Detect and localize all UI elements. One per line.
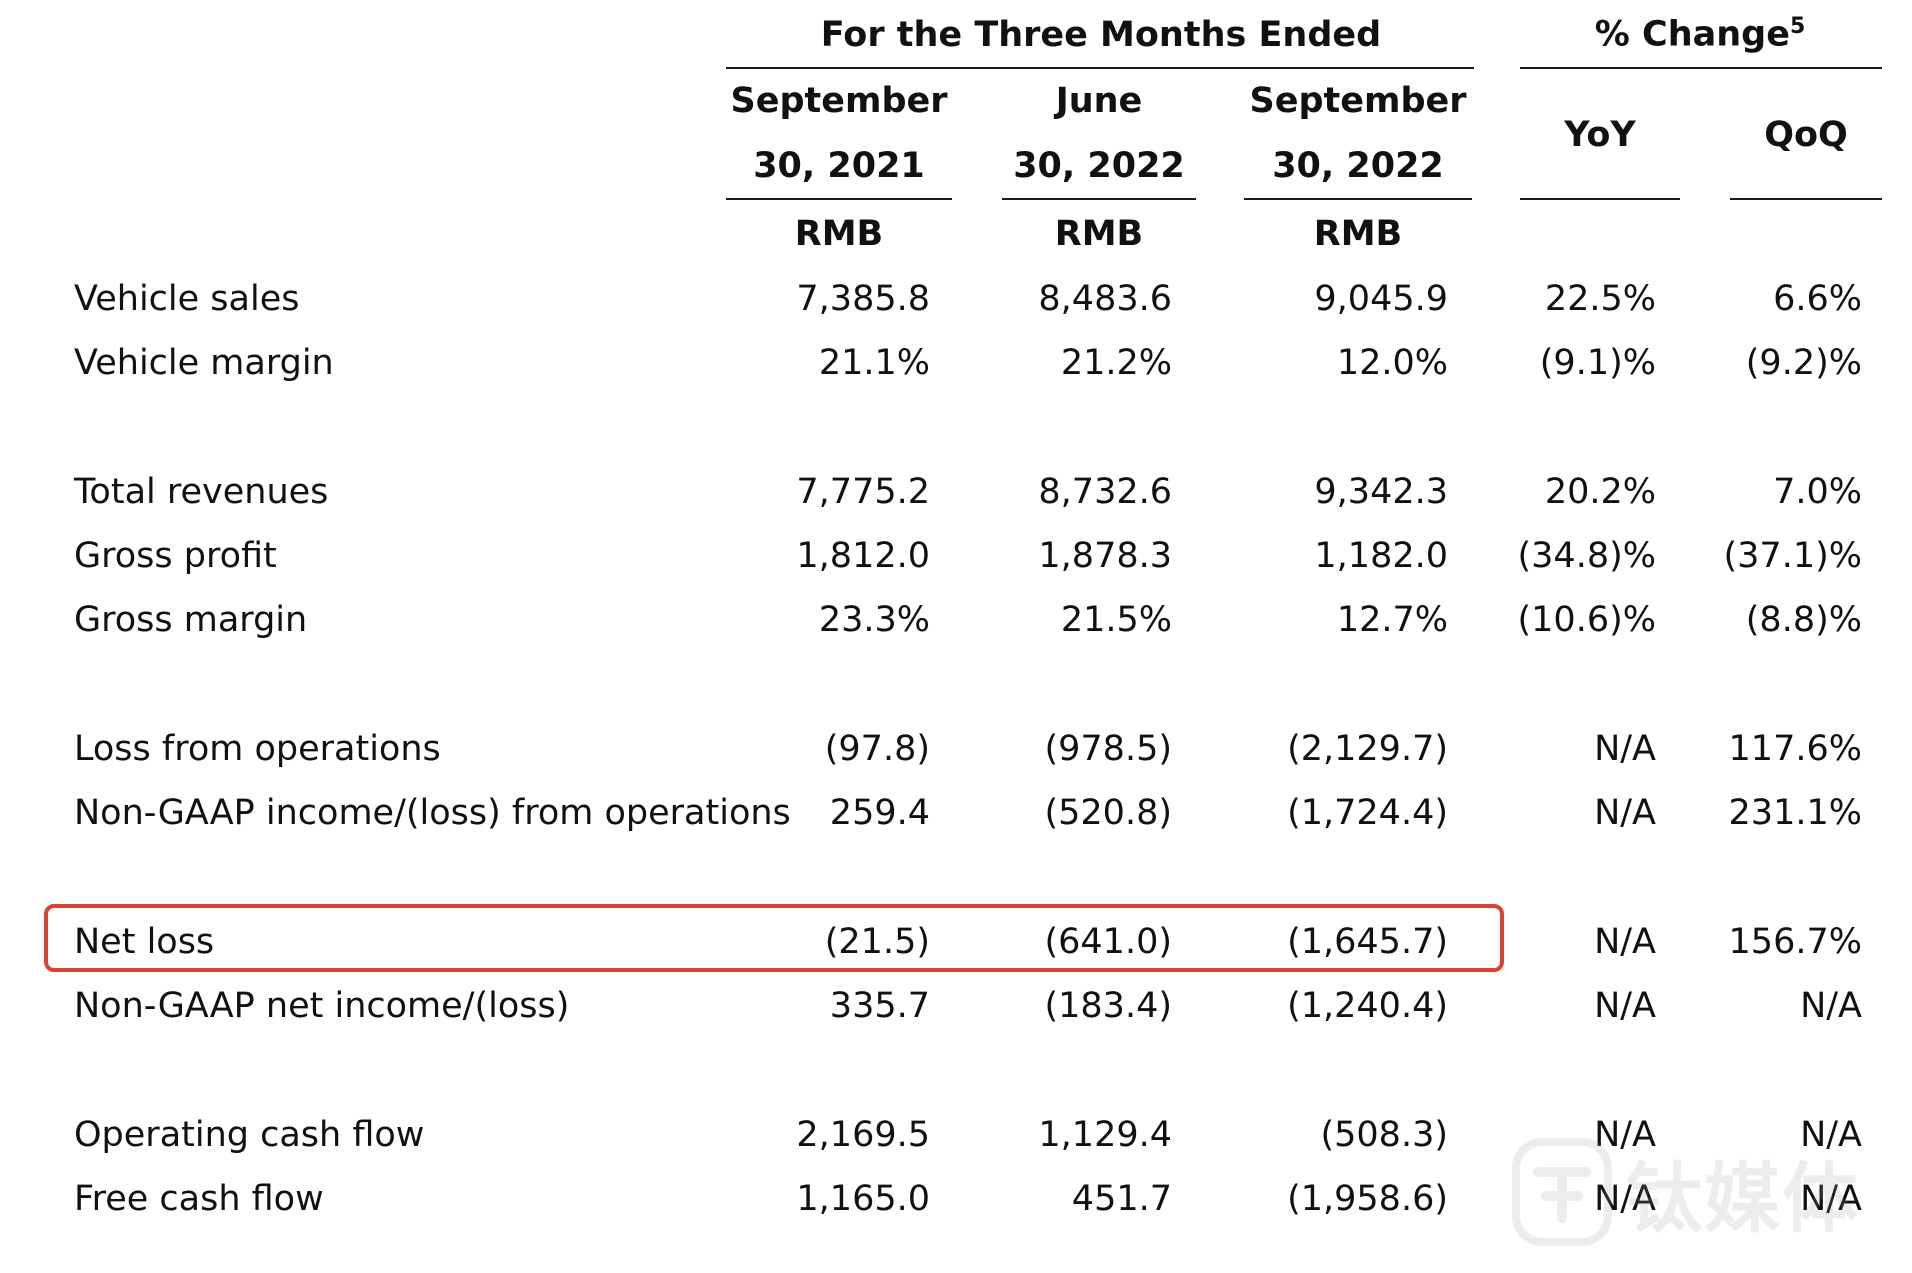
- value-2021-q3: 7,385.8: [796, 279, 930, 319]
- row-label: Loss from operations: [74, 729, 441, 769]
- value-2022-q3: (1,645.7): [1287, 922, 1448, 962]
- value-2022-q3: (1,958.6): [1287, 1179, 1448, 1219]
- col1-line2: 30, 2021: [753, 146, 925, 186]
- value-2022-q2: (978.5): [1044, 729, 1172, 769]
- yoy-rule: [1520, 198, 1680, 200]
- yoy-header: YoY: [1564, 115, 1636, 155]
- row-label: Vehicle margin: [74, 343, 334, 383]
- row-label: Non-GAAP net income/(loss): [74, 986, 570, 1026]
- value-yoy: N/A: [1594, 793, 1656, 833]
- col1-unit: RMB: [794, 214, 884, 254]
- change-title: % Change5: [1520, 16, 1880, 53]
- row-label: Total revenues: [74, 472, 329, 512]
- row-label: Vehicle sales: [74, 279, 300, 319]
- value-2021-q3: 21.1%: [818, 343, 930, 383]
- value-yoy: (9.1)%: [1539, 343, 1656, 383]
- value-qoq: (37.1)%: [1723, 536, 1863, 576]
- value-2022-q3: (2,129.7): [1287, 729, 1448, 769]
- value-2022-q2: 21.2%: [1060, 343, 1172, 383]
- value-2021-q3: (21.5): [824, 922, 930, 962]
- row-label: Non-GAAP income/(loss) from operations: [74, 793, 791, 833]
- value-2021-q3: 259.4: [829, 793, 930, 833]
- row-label: Gross margin: [74, 600, 308, 640]
- value-2021-q3: 1,165.0: [796, 1179, 930, 1219]
- value-2021-q3: 23.3%: [818, 600, 930, 640]
- value-yoy: N/A: [1594, 922, 1656, 962]
- value-2022-q2: 8,732.6: [1038, 472, 1172, 512]
- value-qoq: 231.1%: [1728, 793, 1862, 833]
- value-qoq: N/A: [1800, 1115, 1862, 1155]
- value-2022-q2: 8,483.6: [1038, 279, 1172, 319]
- value-2022-q2: 451.7: [1071, 1179, 1172, 1219]
- col3-line2: 30, 2022: [1272, 146, 1444, 186]
- value-qoq: 6.6%: [1773, 279, 1862, 319]
- row-label: Operating cash flow: [74, 1115, 425, 1155]
- value-qoq: (9.2)%: [1745, 343, 1862, 383]
- change-rule: [1520, 67, 1882, 69]
- value-2022-q3: 12.0%: [1336, 343, 1448, 383]
- tmtpost-logo-icon: [1512, 1138, 1612, 1246]
- value-2022-q3: 12.7%: [1336, 600, 1448, 640]
- value-2022-q3: (1,240.4): [1287, 986, 1448, 1026]
- value-yoy: N/A: [1594, 986, 1656, 1026]
- value-qoq: (8.8)%: [1745, 600, 1862, 640]
- col2-unit: RMB: [1054, 214, 1144, 254]
- col3-line1: September: [1249, 81, 1467, 121]
- value-qoq: 7.0%: [1773, 472, 1862, 512]
- row-label: Gross profit: [74, 536, 277, 576]
- watermark: 钛媒体: [1512, 1138, 1860, 1246]
- period-title: For the Three Months Ended: [820, 15, 1382, 55]
- change-footnote: 5: [1789, 14, 1806, 39]
- row-label: Free cash flow: [74, 1179, 324, 1219]
- col1-line1: September: [730, 81, 948, 121]
- value-2022-q2: (641.0): [1044, 922, 1172, 962]
- col1-rule: [726, 198, 952, 200]
- col2-line2: 30, 2022: [1013, 146, 1185, 186]
- value-2022-q3: (1,724.4): [1287, 793, 1448, 833]
- change-title-text: % Change: [1594, 14, 1790, 55]
- qoq-header: QoQ: [1764, 115, 1848, 155]
- value-2021-q3: 1,812.0: [796, 536, 930, 576]
- value-2021-q3: 2,169.5: [796, 1115, 930, 1155]
- watermark-text: 钛媒体: [1626, 1154, 1860, 1243]
- value-2022-q3: 1,182.0: [1314, 536, 1448, 576]
- value-2021-q3: 335.7: [829, 986, 930, 1026]
- value-yoy: (10.6)%: [1517, 600, 1657, 640]
- value-2022-q2: 1,878.3: [1038, 536, 1172, 576]
- value-yoy: N/A: [1594, 729, 1656, 769]
- value-yoy: N/A: [1594, 1115, 1656, 1155]
- col3-unit: RMB: [1313, 214, 1403, 254]
- value-2022-q3: (508.3): [1320, 1115, 1448, 1155]
- value-2022-q2: (520.8): [1044, 793, 1172, 833]
- col3-rule: [1244, 198, 1472, 200]
- value-yoy: 20.2%: [1544, 472, 1656, 512]
- value-2022-q2: (183.4): [1044, 986, 1172, 1026]
- value-2022-q3: 9,342.3: [1314, 472, 1448, 512]
- qoq-rule: [1730, 198, 1882, 200]
- value-yoy: (34.8)%: [1517, 536, 1657, 576]
- period-rule: [726, 67, 1474, 69]
- value-2021-q3: (97.8): [824, 729, 930, 769]
- value-2022-q2: 21.5%: [1060, 600, 1172, 640]
- value-qoq: N/A: [1800, 986, 1862, 1026]
- col2-line1: June: [1055, 81, 1143, 121]
- row-label: Net loss: [74, 922, 215, 962]
- col2-rule: [1002, 198, 1196, 200]
- net-loss-highlight-box: [44, 904, 1504, 972]
- value-qoq: N/A: [1800, 1179, 1862, 1219]
- value-2021-q3: 7,775.2: [796, 472, 930, 512]
- value-yoy: N/A: [1594, 1179, 1656, 1219]
- value-2022-q2: 1,129.4: [1038, 1115, 1172, 1155]
- value-2022-q3: 9,045.9: [1314, 279, 1448, 319]
- value-qoq: 117.6%: [1728, 729, 1862, 769]
- value-qoq: 156.7%: [1728, 922, 1862, 962]
- value-yoy: 22.5%: [1544, 279, 1656, 319]
